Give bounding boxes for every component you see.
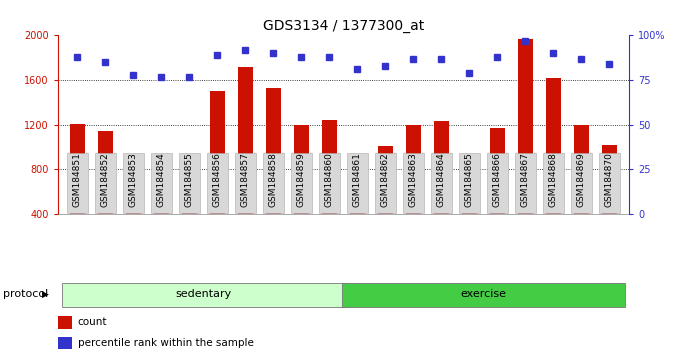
Bar <box>154 195 169 259</box>
Text: percentile rank within the sample: percentile rank within the sample <box>78 338 254 348</box>
Bar <box>406 125 421 259</box>
FancyBboxPatch shape <box>235 153 256 213</box>
Text: GSM184870: GSM184870 <box>605 153 614 207</box>
Bar <box>322 120 337 259</box>
Text: GSM184862: GSM184862 <box>381 153 390 207</box>
FancyBboxPatch shape <box>179 153 200 213</box>
Bar <box>490 128 505 259</box>
Text: GSM184858: GSM184858 <box>269 153 278 207</box>
FancyBboxPatch shape <box>342 283 625 307</box>
Bar <box>182 196 197 259</box>
FancyBboxPatch shape <box>62 283 345 307</box>
Title: GDS3134 / 1377300_at: GDS3134 / 1377300_at <box>262 19 424 33</box>
Bar <box>574 125 589 259</box>
FancyBboxPatch shape <box>571 153 592 213</box>
FancyBboxPatch shape <box>95 153 116 213</box>
Text: GSM184869: GSM184869 <box>577 153 586 207</box>
Bar <box>294 125 309 259</box>
Bar <box>126 174 141 259</box>
Text: GSM184867: GSM184867 <box>521 153 530 207</box>
FancyBboxPatch shape <box>487 153 508 213</box>
Text: GSM184860: GSM184860 <box>325 153 334 207</box>
Text: GSM184864: GSM184864 <box>437 153 446 207</box>
FancyBboxPatch shape <box>207 153 228 213</box>
Bar <box>209 91 225 259</box>
Text: GSM184851: GSM184851 <box>73 153 82 207</box>
Bar <box>58 316 72 329</box>
FancyBboxPatch shape <box>431 153 452 213</box>
Text: GSM184863: GSM184863 <box>409 153 418 207</box>
Text: ▶: ▶ <box>42 290 49 299</box>
Text: GSM184856: GSM184856 <box>213 153 222 207</box>
FancyBboxPatch shape <box>123 153 143 213</box>
FancyBboxPatch shape <box>347 153 368 213</box>
FancyBboxPatch shape <box>319 153 340 213</box>
Bar <box>58 337 72 349</box>
Bar <box>266 88 281 259</box>
Bar <box>98 131 113 259</box>
FancyBboxPatch shape <box>151 153 172 213</box>
FancyBboxPatch shape <box>67 153 88 213</box>
Text: protocol: protocol <box>3 289 49 299</box>
FancyBboxPatch shape <box>459 153 480 213</box>
FancyBboxPatch shape <box>599 153 619 213</box>
Text: GSM184861: GSM184861 <box>353 153 362 207</box>
FancyBboxPatch shape <box>375 153 396 213</box>
Bar <box>462 186 477 259</box>
Text: GSM184868: GSM184868 <box>549 153 558 207</box>
Bar <box>238 67 253 259</box>
FancyBboxPatch shape <box>263 153 284 213</box>
Bar <box>350 177 365 259</box>
Text: GSM184859: GSM184859 <box>297 153 306 207</box>
Bar <box>546 78 561 259</box>
Bar <box>517 39 533 259</box>
Bar <box>377 146 393 259</box>
FancyBboxPatch shape <box>543 153 564 213</box>
Text: count: count <box>78 317 107 327</box>
FancyBboxPatch shape <box>291 153 311 213</box>
Text: GSM184853: GSM184853 <box>129 153 138 207</box>
Text: exercise: exercise <box>460 289 507 299</box>
Text: GSM184855: GSM184855 <box>185 153 194 207</box>
Bar <box>602 145 617 259</box>
Text: sedentary: sedentary <box>175 289 231 299</box>
FancyBboxPatch shape <box>403 153 424 213</box>
Text: GSM184865: GSM184865 <box>465 153 474 207</box>
Text: GSM184857: GSM184857 <box>241 153 250 207</box>
Bar <box>70 124 85 259</box>
Bar <box>434 121 449 259</box>
FancyBboxPatch shape <box>515 153 536 213</box>
Text: GSM184854: GSM184854 <box>157 153 166 207</box>
Text: GSM184852: GSM184852 <box>101 153 110 207</box>
Text: GSM184866: GSM184866 <box>493 153 502 207</box>
